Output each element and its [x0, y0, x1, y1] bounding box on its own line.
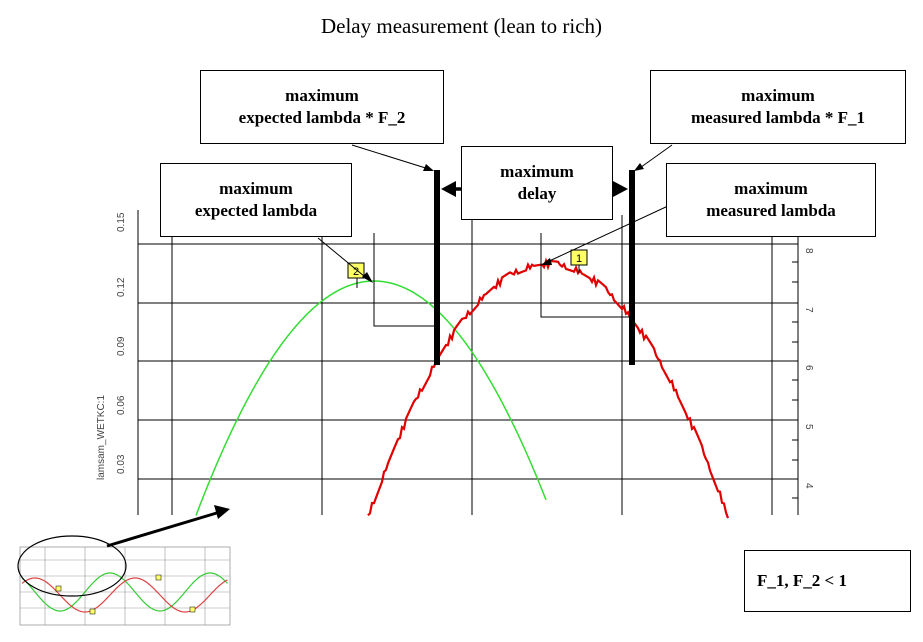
- label-max-measured-f1: maximum measured lambda * F_1: [650, 70, 906, 144]
- left-axis-label: lamsam_WETKC:1: [96, 395, 107, 480]
- pointer-measured: [544, 205, 669, 264]
- callout-pointers: [317, 144, 673, 282]
- left-tick-1: 0.12: [116, 277, 127, 297]
- left-tick-4: 0.03: [116, 454, 127, 474]
- measured-shift-guide: [540, 233, 632, 318]
- label-max-delay: maximum delay: [461, 146, 613, 220]
- diagram-title: Delay measurement (lean to rich): [320, 14, 603, 38]
- pointer-measured-f1: [636, 144, 673, 171]
- marker-measured: 1: [570, 249, 588, 273]
- marker-expected-label: 2: [353, 266, 359, 278]
- left-tick-2: 0.09: [116, 336, 127, 356]
- right-tick-0: 8: [803, 248, 814, 254]
- thumbnail-inset: [17, 535, 231, 626]
- right-tick-labels: 8 7 6 5 4: [803, 248, 814, 489]
- expected-f2-bar: [434, 170, 440, 365]
- right-tick-1: 7: [803, 307, 814, 313]
- label-max-expected: maximum expected lambda: [160, 163, 352, 237]
- right-tick-3: 5: [803, 424, 814, 430]
- measured-f1-bar: [629, 170, 635, 365]
- marker-measured-label: 1: [576, 253, 582, 265]
- condition-box: F_1, F_2 < 1: [744, 550, 911, 612]
- pointer-expected: [317, 237, 371, 282]
- right-tick-4: 4: [803, 483, 814, 489]
- chart-grid: [137, 210, 799, 515]
- zoom-arrow: [106, 505, 230, 548]
- pointer-expected-f2: [351, 144, 433, 171]
- right-minor-ticks: [792, 261, 798, 499]
- expected-lambda-curve: [195, 280, 547, 516]
- shift-guides: [373, 233, 632, 327]
- label-max-measured: maximum measured lambda: [666, 163, 876, 237]
- measured-lambda-curve: [367, 257, 730, 519]
- zoom-ellipse: [17, 535, 127, 597]
- right-tick-2: 6: [803, 365, 814, 371]
- expected-shift-guide: [373, 233, 437, 327]
- callout-arrowheads: [362, 163, 644, 283]
- left-tick-3: 0.06: [116, 395, 127, 415]
- left-tick-labels: 0.15 0.12 0.09 0.06 0.03 lamsam_WETKC:1: [96, 212, 127, 480]
- marker-expected: 2: [347, 262, 365, 288]
- thumbnail-expected-curve: [21, 572, 228, 612]
- left-tick-0: 0.15: [116, 212, 127, 232]
- label-max-expected-f2: maximum expected lambda * F_2: [200, 70, 444, 144]
